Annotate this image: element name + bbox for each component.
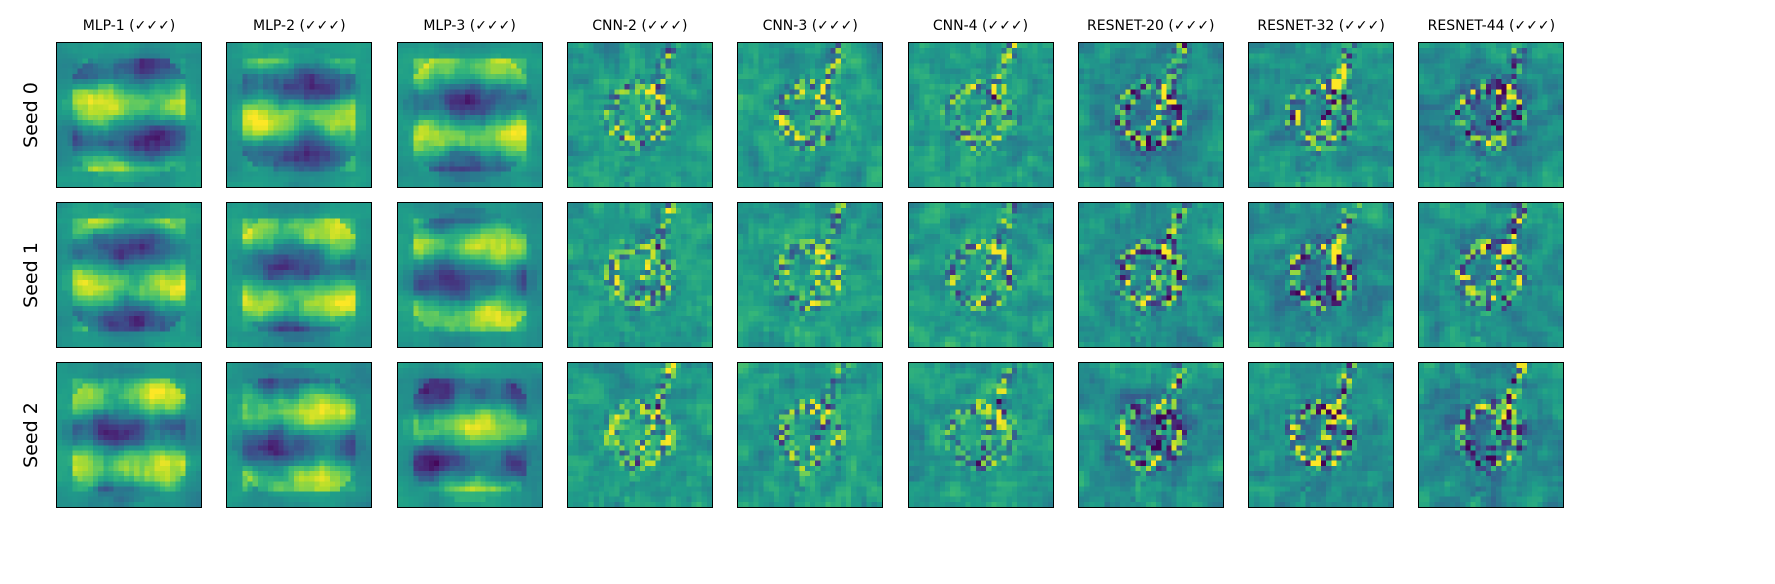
saliency-heatmap (909, 363, 1053, 507)
row-label: Seed 2 (17, 362, 45, 508)
column-title: MLP-3 (✓✓✓) (380, 18, 560, 34)
saliency-map-panel (1078, 42, 1224, 188)
column-title: RESNET-44 (✓✓✓) (1401, 18, 1581, 34)
saliency-heatmap (398, 203, 542, 347)
saliency-heatmap (1079, 43, 1223, 187)
row-label: Seed 1 (17, 202, 45, 348)
row-label: Seed 0 (17, 42, 45, 188)
saliency-map-panel (1418, 362, 1564, 508)
saliency-heatmap (568, 363, 712, 507)
saliency-map-panel (397, 362, 543, 508)
saliency-map-panel (737, 202, 883, 348)
saliency-heatmap (1249, 203, 1393, 347)
saliency-heatmap (1249, 363, 1393, 507)
saliency-map-panel (908, 42, 1054, 188)
saliency-heatmap (57, 203, 201, 347)
saliency-map-panel (226, 202, 372, 348)
saliency-heatmap (909, 203, 1053, 347)
saliency-map-panel (567, 42, 713, 188)
saliency-map-panel (1248, 42, 1394, 188)
saliency-heatmap (227, 363, 371, 507)
saliency-map-panel (56, 202, 202, 348)
column-title: CNN-3 (✓✓✓) (720, 18, 900, 34)
saliency-map-panel (1078, 202, 1224, 348)
saliency-heatmap (1079, 363, 1223, 507)
saliency-map-panel (397, 42, 543, 188)
saliency-heatmap (1419, 203, 1563, 347)
saliency-heatmap (57, 363, 201, 507)
saliency-map-panel (397, 202, 543, 348)
saliency-map-panel (226, 362, 372, 508)
saliency-heatmap (738, 363, 882, 507)
saliency-heatmap (398, 43, 542, 187)
column-title: RESNET-32 (✓✓✓) (1231, 18, 1411, 34)
saliency-map-panel (908, 202, 1054, 348)
column-title: RESNET-20 (✓✓✓) (1061, 18, 1241, 34)
saliency-map-panel (1418, 202, 1564, 348)
saliency-heatmap (57, 43, 201, 187)
saliency-heatmap (398, 363, 542, 507)
saliency-map-panel (1418, 42, 1564, 188)
saliency-heatmap (1419, 43, 1563, 187)
saliency-heatmap (909, 43, 1053, 187)
saliency-map-panel (908, 362, 1054, 508)
column-title: MLP-1 (✓✓✓) (39, 18, 219, 34)
saliency-heatmap (1249, 43, 1393, 187)
saliency-heatmap (738, 203, 882, 347)
saliency-map-panel (1248, 202, 1394, 348)
saliency-map-panel (56, 362, 202, 508)
saliency-map-panel (1248, 362, 1394, 508)
column-title: CNN-2 (✓✓✓) (550, 18, 730, 34)
saliency-map-panel (567, 362, 713, 508)
saliency-heatmap (1419, 363, 1563, 507)
saliency-map-panel (1078, 362, 1224, 508)
row-label-text: Seed 1 (20, 242, 42, 308)
saliency-heatmap (227, 203, 371, 347)
saliency-heatmap (227, 43, 371, 187)
saliency-heatmap (568, 43, 712, 187)
row-label-text: Seed 0 (20, 82, 42, 148)
saliency-map-panel (226, 42, 372, 188)
row-label-text: Seed 2 (20, 402, 42, 468)
saliency-map-panel (737, 362, 883, 508)
column-title: CNN-4 (✓✓✓) (891, 18, 1071, 34)
saliency-map-panel (567, 202, 713, 348)
saliency-map-panel (737, 42, 883, 188)
saliency-heatmap (738, 43, 882, 187)
saliency-heatmap (568, 203, 712, 347)
column-title: MLP-2 (✓✓✓) (209, 18, 389, 34)
saliency-heatmap (1079, 203, 1223, 347)
saliency-map-panel (56, 42, 202, 188)
